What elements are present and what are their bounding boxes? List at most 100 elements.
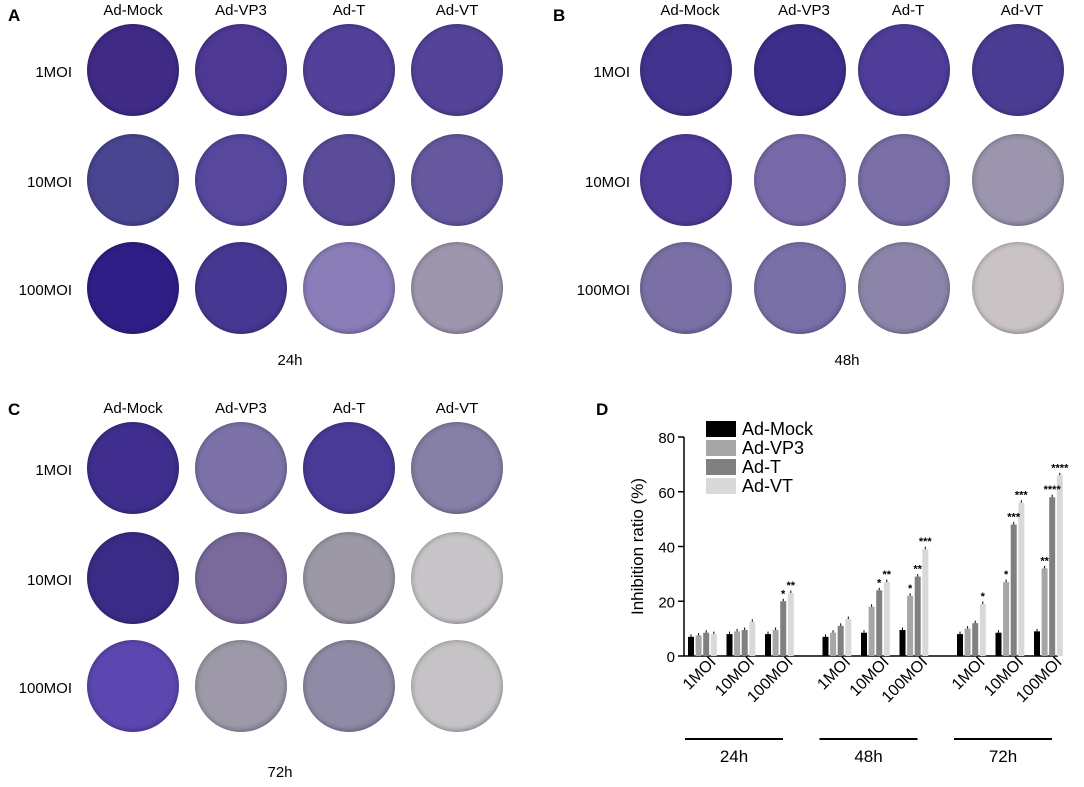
bar — [883, 582, 890, 656]
row-head-1moi: 1MOI — [593, 64, 630, 81]
well — [87, 532, 179, 624]
row-head-10moi: 10MOI — [584, 174, 630, 191]
well — [87, 422, 179, 514]
bar — [861, 632, 867, 656]
bar — [772, 629, 779, 656]
significance-marker: * — [908, 583, 913, 595]
well — [754, 134, 846, 226]
well — [640, 24, 732, 116]
significance-marker: *** — [919, 536, 933, 548]
well — [303, 422, 395, 514]
bar — [695, 635, 702, 656]
col-head-ad-mock: Ad-Mock — [103, 400, 163, 417]
bar — [957, 634, 963, 656]
bar — [1003, 582, 1010, 656]
well — [411, 422, 503, 514]
significance-marker: ** — [787, 580, 796, 592]
well — [411, 640, 503, 732]
bar — [1056, 475, 1063, 656]
time-label-72h: 72h — [267, 764, 293, 781]
significance-marker: *** — [1015, 490, 1029, 502]
bar — [688, 636, 694, 656]
bar — [780, 601, 787, 656]
well — [858, 24, 950, 116]
panel-letter-b: B — [553, 6, 566, 25]
well — [87, 24, 179, 116]
col-head-ad-vt: Ad-VT — [1000, 2, 1044, 19]
well — [87, 242, 179, 334]
bar — [1010, 524, 1017, 656]
bar — [979, 603, 986, 656]
y-axis-label: Inhibition ratio (%) — [628, 478, 647, 615]
significance-marker: * — [981, 591, 986, 603]
group-label: 72h — [989, 747, 1017, 766]
panel-letter-a: A — [8, 6, 21, 25]
well — [195, 24, 287, 116]
significance-marker: * — [877, 577, 882, 589]
bar — [876, 590, 883, 656]
legend-label: Ad-VP3 — [742, 438, 804, 458]
well — [754, 242, 846, 334]
bar — [822, 636, 829, 656]
well — [411, 134, 503, 226]
row-head-1moi: 1MOI — [35, 462, 72, 479]
legend-label: Ad-Mock — [742, 419, 814, 439]
bar — [837, 625, 844, 656]
significance-marker: ** — [883, 569, 892, 581]
bar — [914, 576, 921, 656]
bar — [1034, 631, 1040, 656]
y-tick-label: 40 — [658, 540, 675, 557]
well — [303, 532, 395, 624]
row-head-1moi: 1MOI — [35, 64, 72, 81]
col-head-ad-vp3: Ad-VP3 — [778, 2, 830, 19]
well — [640, 134, 732, 226]
bar — [964, 628, 971, 656]
bar — [765, 634, 771, 656]
well — [195, 532, 287, 624]
bar — [845, 619, 852, 656]
col-head-ad-t: Ad-T — [332, 2, 366, 19]
col-head-ad-vp3: Ad-VP3 — [215, 2, 267, 19]
row-head-100moi: 100MOI — [18, 680, 72, 697]
time-label-24h: 24h — [277, 352, 303, 369]
col-head-ad-mock: Ad-Mock — [103, 2, 163, 19]
y-tick-label: 60 — [658, 485, 675, 502]
well — [87, 134, 179, 226]
row-head-100moi: 100MOI — [18, 282, 72, 299]
panel-letter-c: C — [8, 400, 21, 419]
well — [195, 134, 287, 226]
bar — [830, 632, 837, 656]
bar — [995, 632, 1002, 656]
well — [195, 242, 287, 334]
bar — [703, 632, 710, 656]
significance-marker: **** — [1044, 484, 1062, 496]
significance-marker: **** — [1051, 462, 1069, 474]
well — [303, 134, 395, 226]
well — [411, 24, 503, 116]
time-label-48h: 48h — [834, 352, 860, 369]
bar — [726, 634, 733, 656]
bar — [899, 629, 906, 656]
y-tick-label: 20 — [658, 594, 675, 611]
bar — [734, 631, 741, 656]
well — [87, 640, 179, 732]
well — [858, 134, 950, 226]
legend-swatch — [706, 478, 736, 494]
bar — [1041, 568, 1048, 656]
panel-letter-d: D — [596, 400, 609, 419]
bar — [710, 634, 717, 656]
y-tick-label: 80 — [658, 430, 675, 447]
well — [411, 242, 503, 334]
significance-marker: * — [781, 588, 786, 600]
row-head-100moi: 100MOI — [576, 282, 630, 299]
bar — [749, 621, 756, 656]
bar — [868, 606, 875, 656]
well — [858, 242, 950, 334]
col-head-ad-vt: Ad-VT — [435, 400, 479, 417]
bar — [741, 629, 748, 656]
well — [411, 532, 503, 624]
col-head-ad-t: Ad-T — [332, 400, 366, 417]
well — [303, 242, 395, 334]
well — [972, 242, 1064, 334]
